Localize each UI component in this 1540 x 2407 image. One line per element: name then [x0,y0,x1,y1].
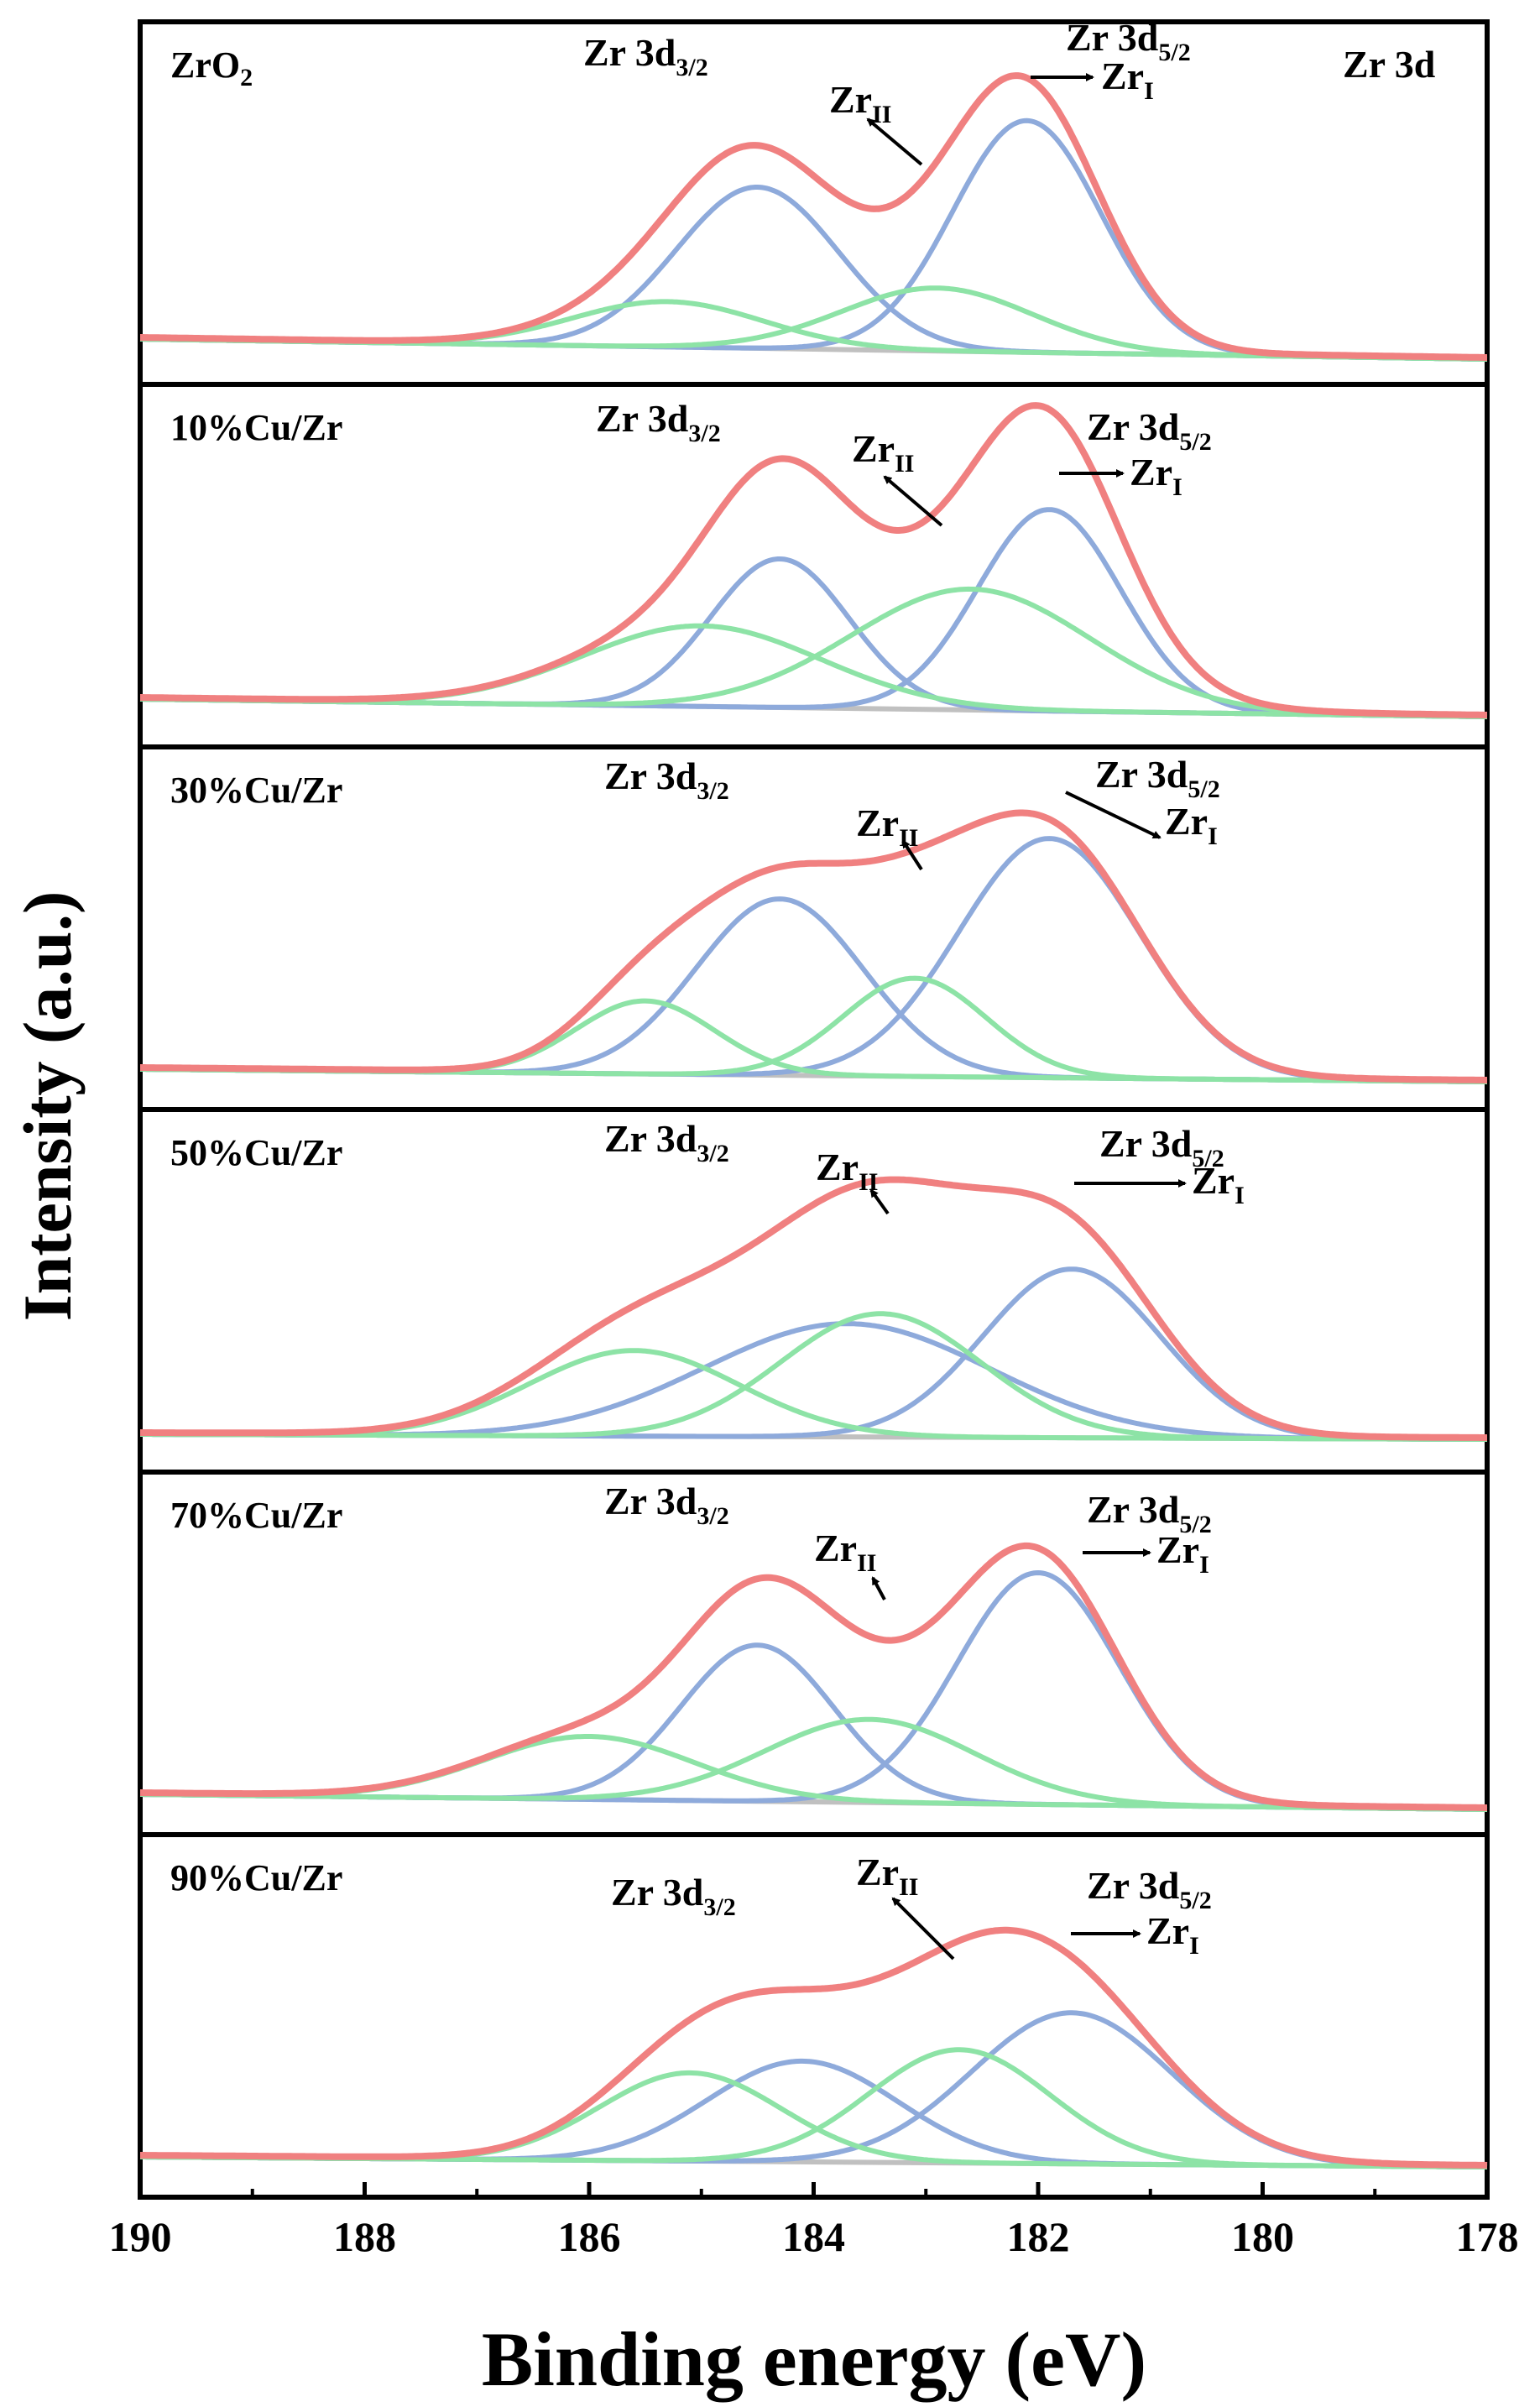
zr-i-label: ZrI [1165,800,1218,850]
zr-i-peak-3d52 [140,507,1487,719]
x-tick-label: 182 [1007,2213,1070,2260]
x-tick-label: 186 [558,2213,621,2260]
envelope-line [140,72,1487,361]
zr-3d32-label: Zr 3d3/2 [604,754,729,805]
x-tick-label: 180 [1231,2213,1294,2260]
zr-ii-peak-3d52 [140,1311,1487,1442]
sample-label: ZrO2 [170,44,253,91]
zr-3d52-label: Zr 3d5/2 [1066,16,1191,66]
sample-label: 90%Cu/Zr [170,1857,342,1898]
zr-i-peak-3d32 [140,556,1487,719]
sample-label: 70%Cu/Zr [170,1495,342,1536]
zr-ii-label: ZrII [856,801,918,852]
zr-ii-peak-3d32 [140,2070,1487,2169]
zr-i-arrow [1065,791,1162,839]
sample-label: 10%Cu/Zr [170,407,342,448]
zr-ii-label: ZrII [814,1527,876,1577]
zr-i-peak-3d52 [140,1569,1487,1812]
zr-i-peak-3d52 [140,2010,1488,2169]
panel-frame [138,19,1490,387]
zr-i-peak-3d52 [140,1266,1487,1442]
zr-3d52-label: Zr 3d5/2 [1087,405,1212,456]
envelope-line [140,809,1487,1083]
zr-ii-label: ZrII [829,78,891,128]
zr-ii-arrow [883,475,943,527]
sample-label: 50%Cu/Zr [170,1132,342,1173]
x-axis-title: Binding energy (eV) [482,2316,1146,2402]
envelope-line [140,1926,1488,2169]
zr-i-label: ZrI [1146,1909,1199,1960]
zr-3d32-label: Zr 3d3/2 [611,1871,736,1921]
zr-ii-arrow [869,1188,890,1215]
x-tick-label: 190 [109,2213,172,2260]
zr-3d32-label: Zr 3d3/2 [604,1117,729,1167]
x-tick-label: 188 [333,2213,396,2260]
zr-3d52-label: Zr 3d5/2 [1099,1122,1224,1172]
zr-ii-peak-3d32 [140,623,1487,719]
zr-ii-label: ZrII [856,1851,918,1901]
zr-i-label: ZrI [1101,55,1154,105]
zr-i-peak-3d32 [140,896,1487,1084]
zr-ii-arrow [891,1897,955,1961]
envelope-line [140,1542,1487,1811]
zr-ii-arrow [871,1576,886,1600]
zr-i-label: ZrI [1130,451,1182,501]
region-label: Zr 3d [1343,43,1436,86]
x-axis: 190 188 186 184 182 180 178 [109,2182,1519,2260]
envelope-line [140,402,1487,718]
zr-i-label: ZrI [1192,1159,1245,1209]
sample-label: 30%Cu/Zr [170,770,342,811]
zr-3d52-label: Zr 3d5/2 [1087,1488,1212,1538]
y-axis-title: Intensity (a.u.) [9,891,86,1322]
zr-3d52-label: Zr 3d5/2 [1087,1864,1212,1914]
zr-3d32-label: Zr 3d3/2 [583,31,708,81]
envelope-line [140,1176,1487,1441]
zr-i-label: ZrI [1156,1528,1209,1579]
zr-3d32-label: Zr 3d3/2 [604,1480,729,1530]
zr-ii-arrow [866,117,923,166]
zr-3d52-label: Zr 3d5/2 [1095,753,1220,803]
zr-3d32-label: Zr 3d3/2 [596,397,721,447]
zr-i-peak-3d52 [140,836,1487,1084]
x-tick-label: 178 [1456,2213,1519,2260]
zr-ii-label: ZrII [852,427,914,478]
zr-ii-arrow [901,839,923,871]
x-tick-label: 184 [782,2213,845,2260]
